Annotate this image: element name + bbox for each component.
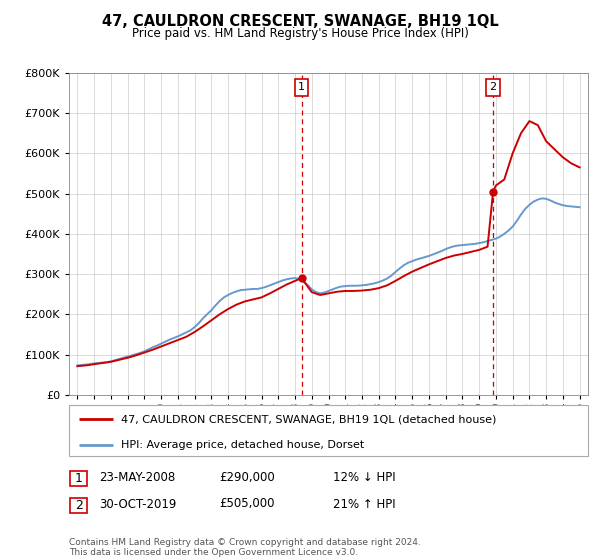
Text: 12% ↓ HPI: 12% ↓ HPI [333,470,395,484]
Text: Price paid vs. HM Land Registry's House Price Index (HPI): Price paid vs. HM Land Registry's House … [131,27,469,40]
Text: 47, CAULDRON CRESCENT, SWANAGE, BH19 1QL (detached house): 47, CAULDRON CRESCENT, SWANAGE, BH19 1QL… [121,414,496,424]
Text: Contains HM Land Registry data © Crown copyright and database right 2024.
This d: Contains HM Land Registry data © Crown c… [69,538,421,557]
Text: £505,000: £505,000 [219,497,275,511]
Text: 47, CAULDRON CRESCENT, SWANAGE, BH19 1QL: 47, CAULDRON CRESCENT, SWANAGE, BH19 1QL [101,14,499,29]
Text: 1: 1 [74,472,83,486]
Text: 2: 2 [74,499,83,512]
Text: HPI: Average price, detached house, Dorset: HPI: Average price, detached house, Dors… [121,440,364,450]
Text: 2: 2 [490,82,497,92]
Text: 21% ↑ HPI: 21% ↑ HPI [333,497,395,511]
Text: 23-MAY-2008: 23-MAY-2008 [99,470,175,484]
Text: £290,000: £290,000 [219,470,275,484]
Text: 30-OCT-2019: 30-OCT-2019 [99,497,176,511]
Text: 1: 1 [298,82,305,92]
